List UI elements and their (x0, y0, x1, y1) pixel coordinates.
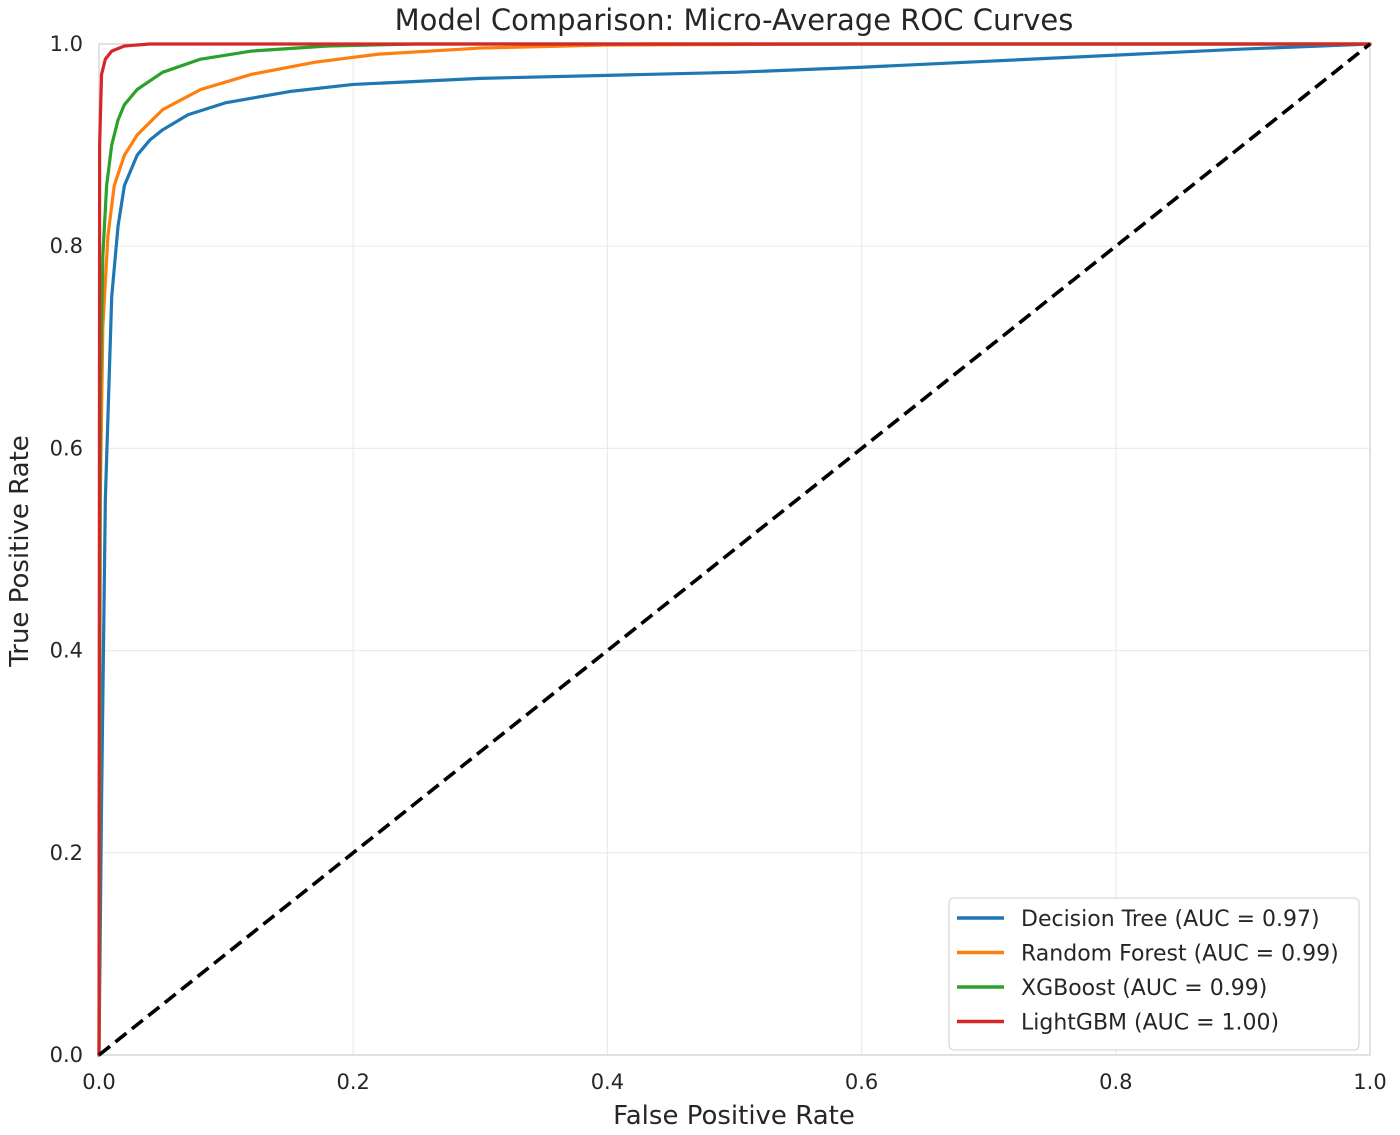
series-line-xgboost (97, 42, 1372, 1057)
y-tick-label: 0.0 (50, 1043, 83, 1067)
x-tick-label: 0.0 (82, 1070, 115, 1094)
legend-box (948, 897, 1360, 1051)
y-tick-label: 0.4 (50, 639, 83, 663)
x-tick-label: 0.4 (591, 1070, 624, 1094)
legend-label-random-forest: Random Forest (AUC = 0.99) (1021, 942, 1339, 967)
series-line-random-forest (97, 42, 1372, 1057)
legend-label-lightgbm: LightGBM (AUC = 1.00) (1021, 1011, 1279, 1036)
legend-label-decision-tree: Decision Tree (AUC = 0.97) (1021, 907, 1320, 932)
x-tick-label: 0.2 (336, 1070, 369, 1094)
x-axis-label: False Positive Rate (613, 1101, 855, 1131)
chance-reference-line (97, 42, 1372, 1057)
series-line-decision-tree (97, 42, 1372, 1057)
y-tick-label: 0.6 (50, 436, 83, 460)
y-axis-label: True Positive Rate (5, 435, 35, 668)
y-tick-label: 0.8 (50, 234, 83, 258)
series-line-lightgbm (97, 42, 1372, 1057)
chart-title: Model Comparison: Micro-Average ROC Curv… (395, 3, 1074, 37)
legend-label-xgboost: XGBoost (AUC = 0.99) (1021, 976, 1267, 1001)
x-tick-label: 0.6 (845, 1070, 878, 1094)
plot-area: 0.0 0.2 0.4 0.6 0.8 1.0 0.0 0.2 0.4 0.6 0.8 1.0 Deci… (50, 32, 1387, 1094)
x-tick-label: 0.8 (1099, 1070, 1132, 1094)
x-tick-label: 1.0 (1353, 1070, 1386, 1094)
y-tick-label: 1.0 (50, 32, 83, 56)
y-tick-label: 0.2 (50, 841, 83, 865)
